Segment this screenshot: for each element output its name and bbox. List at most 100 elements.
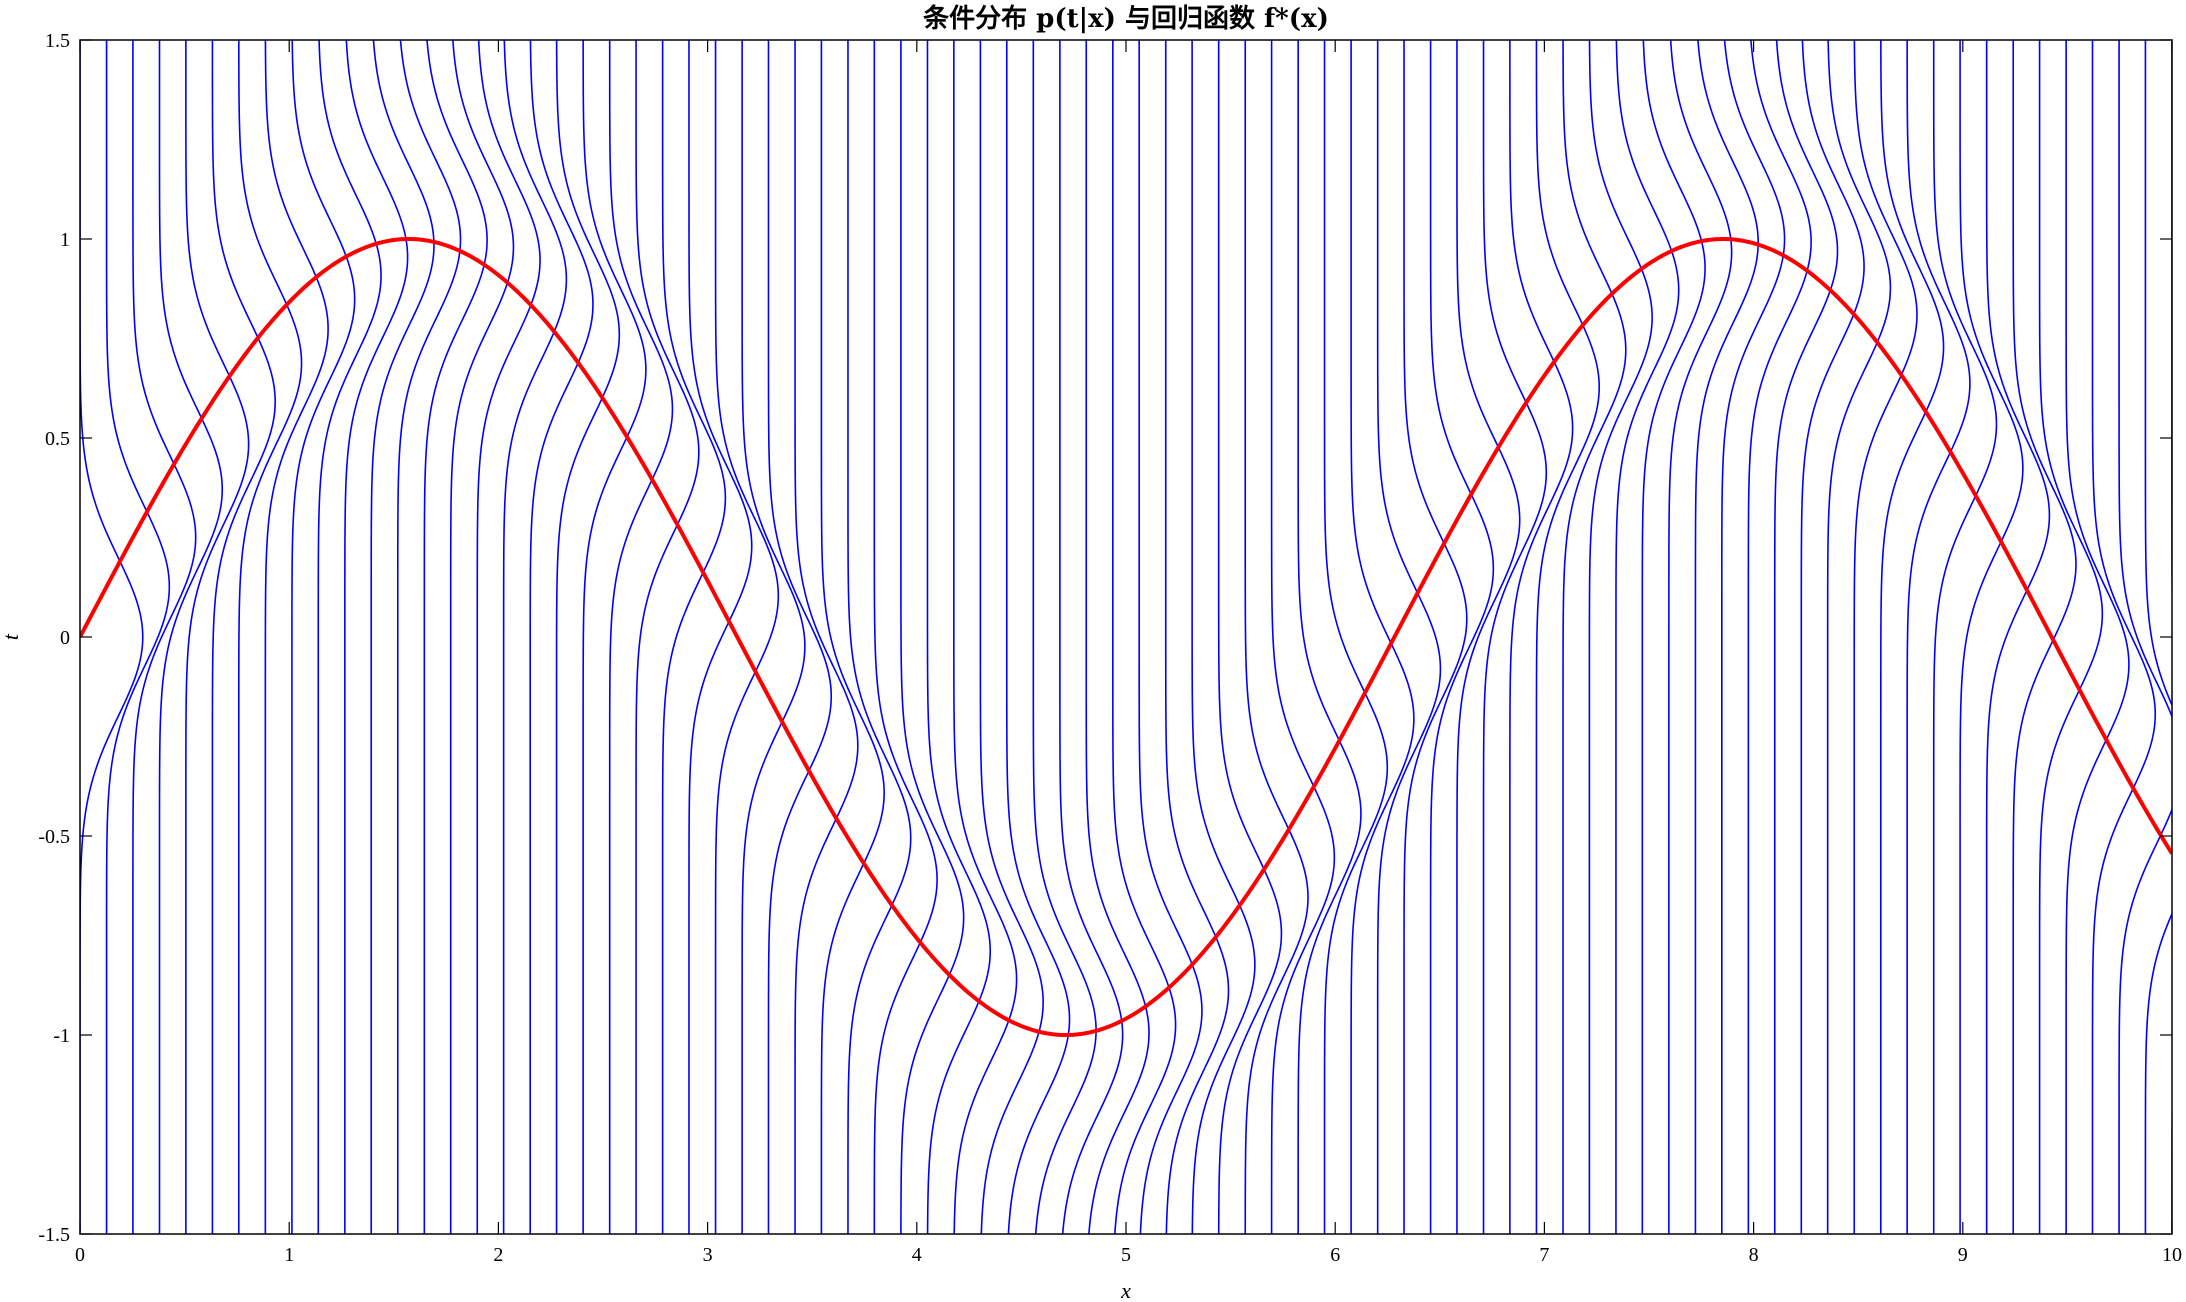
- conditional-density-curve: [820, 40, 885, 1234]
- y-tick-label: 1: [60, 229, 70, 251]
- conditional-density-curve: [529, 40, 594, 1234]
- conditional-density-curve: [926, 40, 992, 1234]
- x-axis-label: x: [1120, 1278, 1131, 1302]
- conditional-density-curve: [1879, 40, 1945, 1234]
- axes-background: [80, 40, 2172, 1234]
- conditional-density-curve: [1376, 40, 1442, 1234]
- y-tick-label: -1: [53, 1025, 70, 1047]
- conditional-density-curve: [688, 40, 753, 1234]
- conditional-density-curve: [1721, 40, 1786, 1234]
- x-tick-label: 10: [2162, 1244, 2182, 1266]
- conditional-density-curve: [449, 40, 515, 1234]
- x-tick-label: 8: [1749, 1244, 1759, 1266]
- conditional-density-curve: [1350, 40, 1415, 1234]
- conditional-density-curve: [1932, 40, 1998, 1234]
- conditional-density-curve: [1059, 40, 1124, 1234]
- conditional-density-curve: [1826, 40, 1892, 1234]
- conditional-density-curve: [1747, 40, 1812, 1234]
- conditional-density-curve: [1509, 40, 1574, 1234]
- conditional-density-curve: [158, 40, 224, 1234]
- conditional-density-curve: [1112, 40, 1177, 1234]
- conditional-density-curve: [979, 40, 1044, 1234]
- conditional-density-curve: [1906, 40, 1971, 1234]
- conditional-density-curve: [741, 40, 806, 1234]
- conditional-density-curve: [370, 40, 435, 1234]
- conditional-density-curve: [1482, 40, 1548, 1234]
- conditional-density-curve: [423, 40, 488, 1234]
- y-tick-label: 1.5: [45, 30, 70, 52]
- conditional-density-curve: [317, 40, 382, 1234]
- conditional-density-curve: [1641, 40, 1706, 1234]
- x-tick-label: 9: [1958, 1244, 1968, 1266]
- chart-title: 条件分布 p(t|x) 与回归函数 f*(x): [923, 4, 1329, 34]
- y-tick-label: 0: [60, 627, 70, 649]
- conditional-density-curve: [80, 40, 144, 1234]
- x-tick-label: 7: [1539, 1244, 1549, 1266]
- conditional-density-curve: [1853, 40, 1918, 1234]
- conditional-density-curve: [953, 40, 1018, 1234]
- conditional-distribution-curves: [80, 40, 2172, 1234]
- y-tick-label: -0.5: [38, 826, 70, 848]
- conditional-density-curve: [847, 40, 912, 1234]
- conditional-density-curve: [237, 40, 303, 1234]
- conditional-density-curve: [1985, 40, 2051, 1234]
- conditional-density-curve: [1217, 40, 1283, 1234]
- conditional-density-curve: [291, 40, 356, 1234]
- x-tick-label: 6: [1330, 1244, 1340, 1266]
- x-tick-label: 0: [75, 1244, 85, 1266]
- conditional-density-curve: [1270, 40, 1336, 1234]
- conditional-density-curve: [661, 40, 727, 1234]
- conditional-density-curve: [1244, 40, 1309, 1234]
- conditional-density-curve: [2118, 40, 2172, 1234]
- x-tick-label: 4: [912, 1244, 922, 1266]
- y-axis-ticks: -1.5 -1 -0.5 0 0.5 1 1.5: [38, 30, 2172, 1246]
- conditional-density-curve: [2012, 40, 2077, 1234]
- conditional-density-curve: [1694, 40, 1760, 1234]
- conditional-density-curve: [1535, 40, 1601, 1234]
- conditional-density-curve: [1085, 40, 1150, 1234]
- conditional-density-curve: [1588, 40, 1653, 1234]
- conditional-density-curve: [1032, 40, 1097, 1234]
- conditional-density-curve: [502, 40, 568, 1234]
- conditional-density-curve: [1164, 40, 1230, 1234]
- conditional-density-curve: [476, 40, 541, 1234]
- x-tick-label: 5: [1121, 1244, 1131, 1266]
- plot-area: [79, 39, 2173, 1235]
- conditional-density-curve: [1773, 40, 1839, 1234]
- x-axis-ticks: 0 1 2 3 4 5 6 7 8 9 10: [75, 40, 2182, 1266]
- regression-function-line: [80, 236, 2172, 1038]
- conditional-density-curve: [132, 40, 197, 1234]
- conditional-density-curve: [900, 40, 965, 1234]
- conditional-density-curve: [1562, 40, 1627, 1234]
- conditional-density-curve: [555, 40, 621, 1234]
- conditional-density-curve: [1800, 40, 1865, 1234]
- conditional-density-curve: [1297, 40, 1362, 1234]
- conditional-density-curve: [1323, 40, 1389, 1234]
- conditional-density-curve: [1429, 40, 1495, 1234]
- conditional-density-curve: [1403, 40, 1468, 1234]
- conditional-density-curve: [635, 40, 700, 1234]
- conditional-density-curve: [2065, 40, 2130, 1234]
- conditional-density-curve: [2091, 40, 2157, 1234]
- conditional-density-curve: [794, 40, 859, 1234]
- conditional-density-curve: [1456, 40, 1521, 1234]
- conditional-density-curve: [2144, 40, 2172, 1234]
- conditional-density-curve: [2038, 40, 2104, 1234]
- y-axis-label: t: [0, 633, 23, 640]
- conditional-density-curve: [1615, 40, 1680, 1234]
- conditional-density-curve: [264, 40, 329, 1234]
- conditional-density-curve: [608, 40, 674, 1234]
- conditional-density-curve: [211, 40, 276, 1234]
- x-tick-label: 3: [703, 1244, 713, 1266]
- conditional-density-curve: [582, 40, 647, 1234]
- conditional-density-curve: [1959, 40, 2024, 1234]
- conditional-density-curve: [1138, 40, 1203, 1234]
- x-tick-label: 2: [493, 1244, 503, 1266]
- x-tick-label: 1: [284, 1244, 294, 1266]
- conditional-density-curve: [396, 40, 462, 1234]
- conditional-density-curve: [714, 40, 780, 1234]
- y-tick-label: 0.5: [45, 428, 70, 450]
- conditional-density-curve: [105, 40, 171, 1234]
- conditional-density-curve: [873, 40, 938, 1234]
